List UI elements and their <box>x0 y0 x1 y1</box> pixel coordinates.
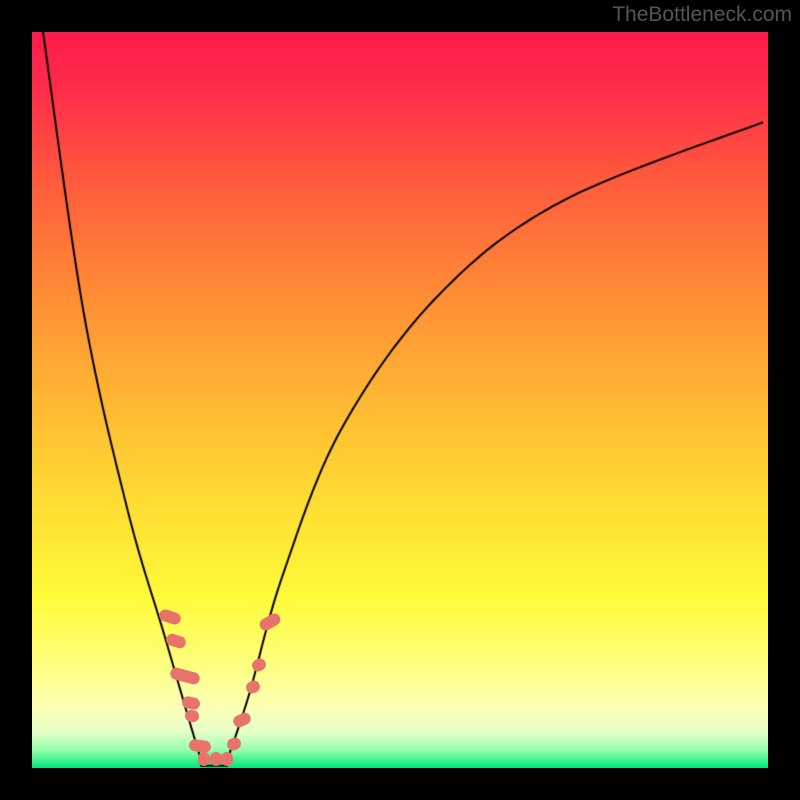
data-marker <box>221 752 233 766</box>
watermark-text: TheBottleneck.com <box>612 3 792 27</box>
chart-plot-area <box>32 32 768 768</box>
bottleneck-curve <box>32 32 768 768</box>
data-marker <box>198 752 210 766</box>
